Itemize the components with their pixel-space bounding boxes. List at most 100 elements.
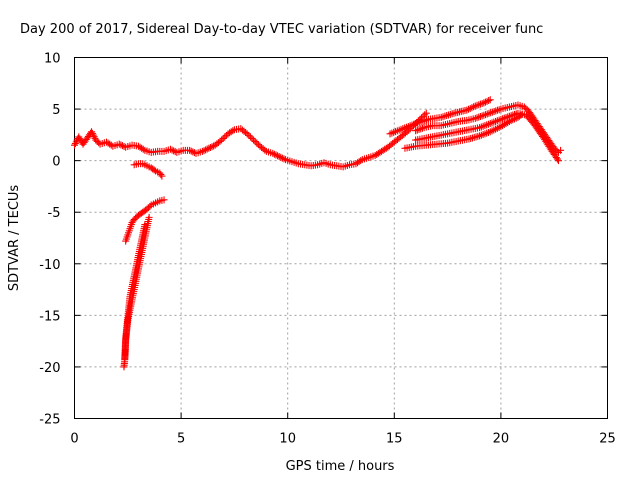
data-point [202, 146, 210, 154]
data-point [475, 101, 483, 109]
data-point [445, 111, 453, 119]
y-tick-label: -10 [39, 258, 60, 273]
data-point [490, 126, 498, 134]
data-point [250, 136, 258, 144]
data-point [511, 115, 519, 123]
data-point [274, 152, 282, 160]
data-point [448, 110, 456, 118]
data-point [488, 127, 496, 135]
y-tick-label: -25 [39, 413, 60, 428]
data-point [139, 145, 147, 153]
data-point [280, 155, 288, 163]
x-tick-label: 0 [70, 432, 78, 447]
y-tick-label: 5 [52, 103, 60, 118]
data-point [253, 139, 261, 147]
x-tick-label: 25 [599, 432, 616, 447]
data-point [476, 100, 484, 108]
data-point [403, 128, 411, 136]
data-point [554, 157, 562, 165]
data-point [500, 114, 508, 122]
data-point [218, 136, 226, 144]
data-point [483, 121, 491, 129]
data-point [493, 124, 501, 132]
data-point [477, 123, 485, 131]
data-point [412, 127, 420, 135]
data-point [479, 131, 487, 139]
data-point [481, 130, 489, 138]
data-point [150, 166, 158, 174]
data-point [419, 117, 427, 125]
data-point [484, 128, 492, 136]
tick-labels: 0 5 10 15 20 25 10 5 0 -5 -10 -15 -20 -25 [39, 52, 616, 447]
data-point [229, 127, 237, 135]
data-point [246, 133, 254, 141]
data-point [71, 140, 79, 148]
axis-ticks [74, 57, 608, 419]
data-point [118, 142, 126, 150]
data-point [278, 154, 286, 162]
plot-frame [74, 57, 608, 419]
data-point [492, 107, 500, 115]
data-point [464, 105, 472, 113]
data-point [484, 120, 492, 128]
data-point [413, 126, 421, 134]
data-point [248, 134, 256, 142]
data-point [492, 125, 500, 133]
data-point [417, 125, 425, 133]
data-point [245, 131, 253, 139]
data-point [471, 102, 479, 110]
data-point [219, 134, 227, 142]
data-point [557, 146, 565, 154]
data-point [509, 116, 517, 124]
data-point [418, 124, 426, 132]
data-point [170, 147, 178, 155]
data-point [90, 133, 98, 141]
data-point [422, 109, 430, 117]
data-point [486, 96, 494, 104]
data-point [493, 106, 501, 114]
data-point [505, 117, 513, 125]
data-point [476, 112, 484, 120]
data-point [481, 98, 489, 106]
data-point [203, 145, 211, 153]
data-point [502, 114, 510, 122]
data-point [479, 122, 487, 130]
data-point [243, 130, 251, 138]
data-point [439, 113, 447, 121]
data-point [121, 355, 129, 363]
data-point [483, 129, 491, 137]
data-point [481, 122, 489, 130]
data-point [466, 104, 474, 112]
data-point [495, 106, 503, 114]
data-point [473, 101, 481, 109]
data-point [269, 149, 277, 157]
data-point [189, 148, 197, 156]
data-points [71, 96, 565, 371]
x-axis-label: GPS time / hours [286, 459, 395, 474]
data-point [480, 111, 488, 119]
data-point [88, 129, 96, 137]
data-point [485, 97, 493, 105]
data-point [499, 115, 507, 123]
data-point [186, 146, 194, 154]
data-point [357, 157, 365, 165]
y-tick-label: 0 [52, 155, 60, 170]
data-point [270, 150, 278, 158]
data-point [251, 138, 259, 146]
data-point [117, 141, 125, 149]
data-point [518, 110, 526, 118]
data-point [446, 110, 454, 118]
data-point [490, 108, 498, 116]
data-point [478, 112, 486, 120]
data-point [277, 153, 285, 161]
x-tick-label: 15 [386, 432, 403, 447]
data-point [122, 237, 130, 245]
data-point [166, 145, 174, 153]
data-point [495, 116, 503, 124]
data-point [493, 117, 501, 125]
data-point [120, 363, 128, 371]
data-point [443, 112, 451, 120]
data-point [473, 114, 481, 122]
data-point [272, 151, 280, 159]
data-point [483, 110, 491, 118]
